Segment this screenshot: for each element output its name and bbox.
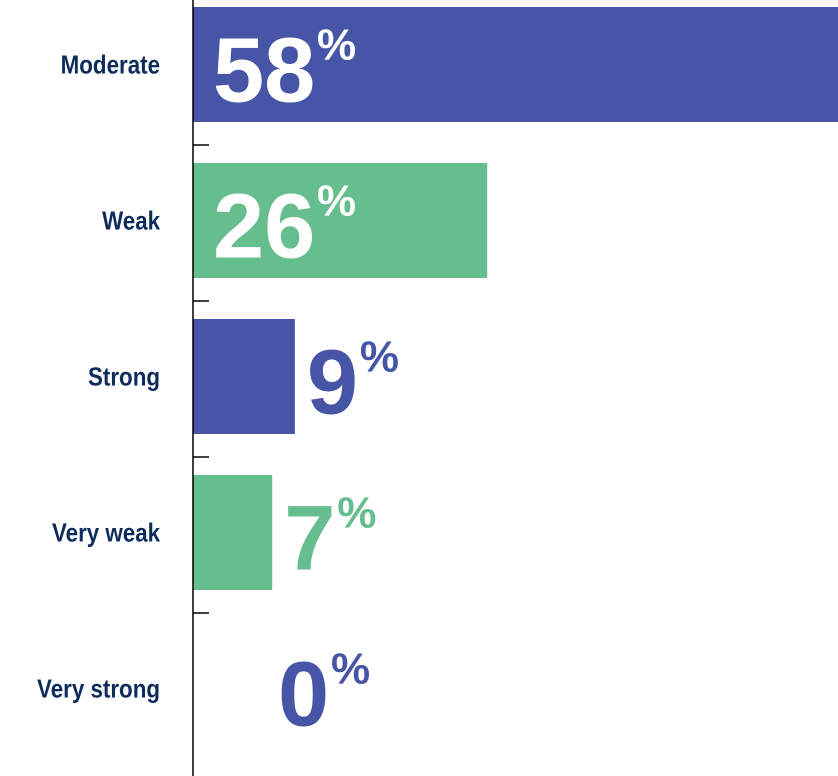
value-suffix-moderate: % xyxy=(317,21,356,70)
category-label-very-weak: Very weak xyxy=(52,519,161,548)
bar-weak xyxy=(193,163,488,278)
value-suffix-weak: % xyxy=(317,177,356,226)
value-suffix-strong: % xyxy=(360,333,399,382)
category-label-weak: Weak xyxy=(102,207,160,236)
category-label-very-strong: Very strong xyxy=(37,675,160,704)
value-labels-group: 58 %26 %9 %7 %0% xyxy=(213,20,399,746)
category-label-strong: Strong xyxy=(88,363,160,392)
bars-group xyxy=(193,7,838,590)
category-labels-group: Moderate Weak Strong Very weak Very strong xyxy=(37,51,161,704)
value-suffix-very-strong: % xyxy=(331,645,370,694)
bar-moderate xyxy=(193,7,838,122)
value-label-very-strong: 0 xyxy=(278,644,329,746)
value-label-moderate: 58 xyxy=(213,20,315,122)
value-label-weak: 26 xyxy=(213,176,315,278)
value-suffix-very-weak: % xyxy=(337,489,376,538)
value-label-strong: 9 xyxy=(307,332,358,434)
y-axis-ticks xyxy=(193,144,209,614)
bar-very-weak xyxy=(193,475,273,590)
value-label-very-weak: 7 xyxy=(284,488,335,590)
bar-strong xyxy=(193,319,295,434)
category-label-moderate: Moderate xyxy=(61,51,160,80)
